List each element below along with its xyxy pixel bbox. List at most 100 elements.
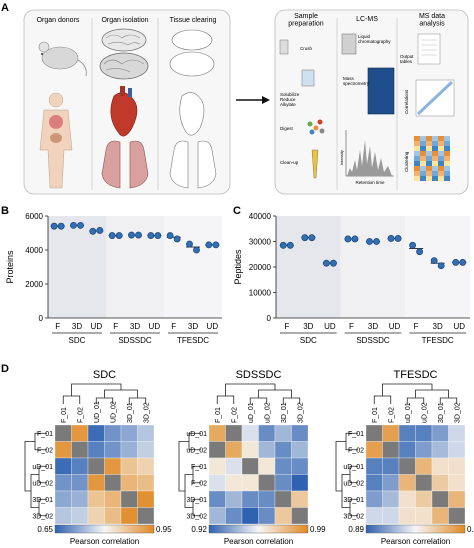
x-tick-label: 3D <box>433 322 443 331</box>
heatmap-cell <box>398 474 416 492</box>
heatmap-col-label: 3D_02 <box>454 402 461 423</box>
arrow-head-icon <box>262 96 270 104</box>
ms-instrument-icon <box>367 67 395 115</box>
heatmap-cell <box>291 474 309 492</box>
data-point <box>147 232 155 239</box>
panel-label-d: D <box>1 363 9 375</box>
title-organ-donors: Organ donors <box>37 17 80 24</box>
proteins-chart: 0 2000 4000 6000 Proteins F 3D UD F 3D UD F 3D UD SDC S… <box>5 212 222 345</box>
group-label: TFESDC <box>177 336 209 345</box>
mini-heat-cell <box>444 141 450 146</box>
mini-heat-cell <box>444 166 450 171</box>
heatmap-col-label: 3D_02 <box>297 402 304 423</box>
heatmap-cell <box>365 474 383 492</box>
heatmap-cell <box>274 507 292 525</box>
x-tick-label: F <box>414 322 419 331</box>
heatmap-cell <box>274 474 292 492</box>
heatmap-cell <box>137 507 155 525</box>
heatmap-cell <box>431 507 449 525</box>
dendrogram-branch <box>415 389 449 398</box>
data-point <box>135 231 142 239</box>
heatmap-cell <box>137 490 155 508</box>
heatmap-cell <box>365 457 383 475</box>
heatmap-cell <box>415 441 433 459</box>
colorbar-max: 0.95 <box>156 525 172 534</box>
data-point <box>154 232 162 239</box>
chromatogram-icon <box>345 130 394 177</box>
heatmap-cell <box>71 507 89 525</box>
heatmap-row-label: F_02 <box>37 447 53 454</box>
mini-heat-cell <box>438 156 444 161</box>
heatmap-cell <box>448 490 466 508</box>
mini-heat-cell <box>420 161 426 166</box>
heatmap-cell <box>415 457 433 475</box>
heatmap-cell <box>225 441 243 459</box>
heatmap-cell <box>241 490 259 508</box>
heatmap-cell <box>104 474 122 492</box>
beads-icon <box>307 119 325 135</box>
heatmap-row-label: F_01 <box>348 431 364 438</box>
panel-a-right: Sample preparation LC-MS MS data analysis … <box>274 9 469 195</box>
heatmap-cell <box>241 424 259 442</box>
mini-heat-cell <box>444 136 450 141</box>
mini-heat-cell <box>420 166 426 171</box>
data-point <box>430 257 438 265</box>
data-point <box>416 248 424 256</box>
heatmap-cell <box>398 424 416 442</box>
mini-heat-cell <box>414 161 420 166</box>
heatmap-row-label: uD_01 <box>32 464 53 471</box>
heatmap-row-label: uD_02 <box>32 480 53 487</box>
heatmap-cell <box>208 490 226 508</box>
heart-illustration <box>110 86 138 137</box>
mini-heat-cell <box>432 136 438 141</box>
dendrogram-branch <box>62 395 81 404</box>
heatmap-cell <box>87 490 105 508</box>
mini-heat-cell <box>432 171 438 176</box>
heatmap-cell <box>54 507 72 525</box>
heatmap-cell <box>71 490 89 508</box>
heatmap-cell <box>120 457 138 475</box>
label-retention-time: Retention time <box>355 180 385 185</box>
heatmap-col-label: uD_01 <box>248 402 255 423</box>
data-point <box>329 259 337 267</box>
title-ms-data-analysis: MS data analysis <box>419 13 445 28</box>
lc-instrument-icon <box>341 33 357 55</box>
data-point <box>409 241 417 249</box>
mini-heat-cell <box>444 176 450 181</box>
x-tick-label: F <box>55 322 60 331</box>
heatmap-cell <box>431 474 449 492</box>
clustering-heatmap-icon <box>414 136 450 181</box>
mini-heat-cell <box>426 136 432 141</box>
heatmap-cell <box>431 457 449 475</box>
colorbar-min: 0.65 <box>37 525 53 534</box>
mini-heat-cell <box>426 146 432 151</box>
heatmap-cell <box>225 474 243 492</box>
y-tick-label: 40000 <box>249 212 272 221</box>
heatmap-cell <box>87 424 105 442</box>
data-point <box>57 222 65 230</box>
heatmap-col-label: F_01 <box>61 407 68 423</box>
heatmap-row-label: F_01 <box>191 464 207 471</box>
heatmap-cell <box>382 507 400 525</box>
data-point <box>366 238 373 245</box>
heatmap-col-label: 3D_01 <box>127 402 134 423</box>
x-tick-label: 3D <box>303 322 313 331</box>
mini-heat-cell <box>432 161 438 166</box>
heatmap-cell <box>415 507 433 525</box>
heatmap-cell <box>274 490 292 508</box>
mini-heat-cell <box>426 141 432 146</box>
heatmap-cell <box>54 474 72 492</box>
heatmap-cell <box>225 424 243 442</box>
group-label: SDC <box>300 336 317 345</box>
step-crush: Crush <box>300 46 313 51</box>
y-tick-label: 0 <box>267 314 272 323</box>
mini-heat-cell <box>414 136 420 141</box>
data-point <box>279 241 287 249</box>
data-point <box>301 234 309 242</box>
group-band <box>405 216 470 318</box>
mini-heat-cell <box>432 151 438 156</box>
mini-heat-cell <box>438 141 444 146</box>
x-tick-label: UD <box>207 322 219 331</box>
heatmap-cell <box>208 474 226 492</box>
heatmap-cell <box>120 490 138 508</box>
